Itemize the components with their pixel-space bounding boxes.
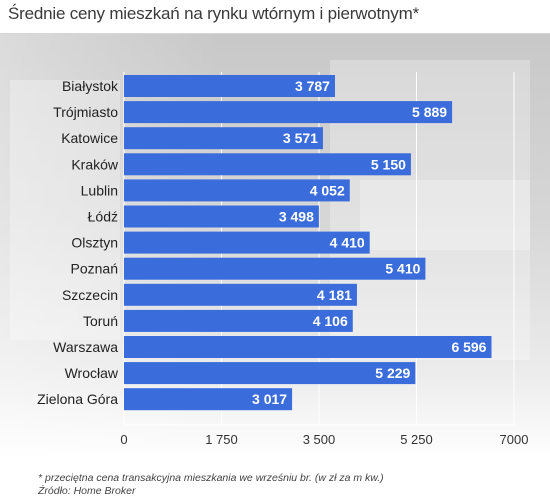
value-label-4: 4 052 [310, 182, 345, 198]
category-label-8: Szczecin [62, 287, 118, 303]
footnote: * przeciętna cena transakcyjna mieszkani… [38, 472, 384, 484]
category-label-9: Toruń [83, 313, 118, 329]
value-label-11: 5 229 [375, 365, 410, 381]
bar-6 [124, 231, 370, 254]
x-tick-label-0: 0 [120, 432, 127, 447]
category-label-10: Warszawa [53, 339, 118, 355]
bar-2 [124, 127, 323, 150]
category-label-2: Katowice [61, 130, 118, 146]
bar-0 [124, 75, 335, 97]
background-building-wing [10, 80, 120, 340]
category-label-6: Olsztyn [71, 235, 118, 251]
category-label-11: Wrocław [65, 365, 119, 381]
value-label-12: 3 017 [252, 391, 287, 407]
value-label-8: 4 181 [317, 287, 352, 303]
value-label-6: 4 410 [330, 235, 365, 251]
bar-12 [124, 388, 293, 411]
bar-4 [124, 179, 350, 202]
category-label-0: Białystok [62, 78, 119, 94]
chart-title: Średnie ceny mieszkań na rynku wtórnym i… [8, 4, 419, 23]
title-divider [0, 33, 550, 34]
bar-10 [124, 336, 492, 358]
category-label-3: Kraków [71, 156, 119, 172]
bar-8 [124, 283, 357, 306]
bar-9 [124, 309, 353, 332]
value-label-5: 3 498 [279, 209, 314, 225]
value-label-1: 5 889 [412, 104, 447, 120]
category-label-12: Zielona Góra [37, 391, 118, 407]
x-tick-label-3: 5 250 [400, 432, 433, 447]
bar-11 [124, 362, 416, 385]
x-tick-label-2: 3 500 [303, 432, 336, 447]
source-note: Źródło: Home Broker [38, 485, 136, 497]
bar-5 [124, 205, 319, 228]
category-label-5: Łódź [88, 209, 118, 225]
value-label-0: 3 787 [295, 78, 330, 94]
bar-7 [124, 257, 426, 280]
background-building-balcony [360, 180, 530, 250]
value-label-9: 4 106 [313, 313, 348, 329]
category-label-4: Lublin [81, 182, 118, 198]
value-label-3: 5 150 [371, 156, 406, 172]
category-label-7: Poznań [71, 261, 118, 277]
value-label-10: 6 596 [451, 339, 486, 355]
x-tick-label-1: 1 750 [205, 432, 238, 447]
value-label-2: 3 571 [283, 130, 318, 146]
value-label-7: 5 410 [385, 261, 420, 277]
bar-1 [124, 101, 453, 124]
x-tick-label-4: 7000 [500, 432, 529, 447]
category-label-1: Trójmiasto [53, 104, 118, 120]
bar-3 [124, 153, 411, 176]
